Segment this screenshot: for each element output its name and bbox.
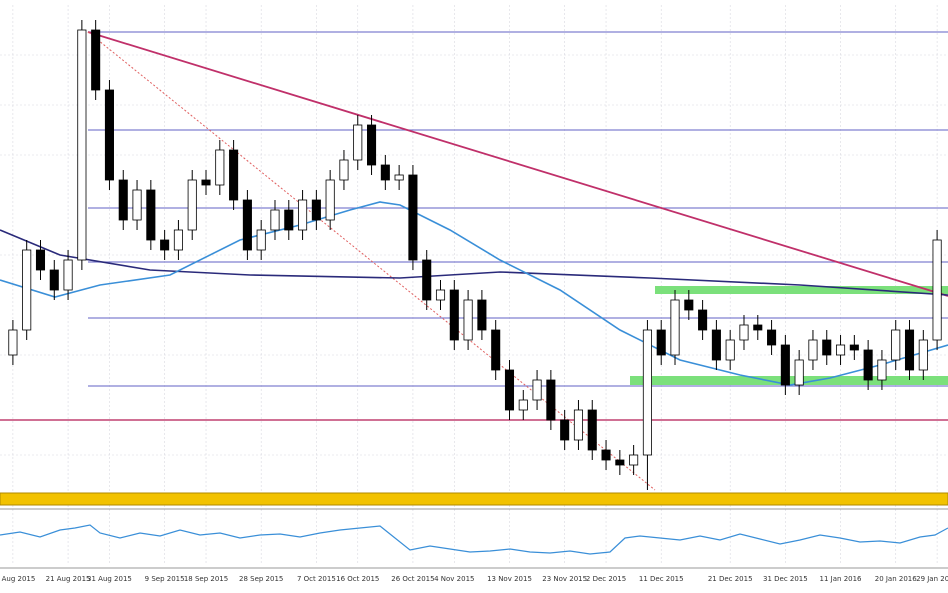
candle-body	[477, 299, 487, 331]
candle-body	[504, 369, 515, 411]
candle-body	[587, 409, 597, 451]
candle-body	[394, 174, 404, 181]
candle-body	[615, 459, 625, 466]
candle-body	[339, 159, 349, 181]
range-band	[655, 286, 948, 294]
candle-body	[77, 29, 87, 261]
candle-body	[270, 209, 280, 231]
x-tick-label: 13 Nov 2015	[487, 575, 532, 583]
x-tick-label: 11 Dec 2015	[639, 575, 684, 583]
x-tick-label: 18 Sep 2015	[184, 575, 228, 583]
candle-body	[904, 329, 915, 371]
candle-body	[463, 299, 473, 341]
candle-body	[836, 344, 846, 356]
x-tick-label: 23 Nov 2015	[542, 575, 587, 583]
candle-body	[435, 289, 446, 301]
x-tick-label: 31 Aug 2015	[87, 575, 132, 583]
candle-body	[767, 329, 777, 346]
candle-body	[601, 449, 611, 461]
candle-body	[753, 324, 763, 331]
candle-body	[822, 339, 832, 356]
trend-line	[87, 31, 948, 297]
candle-body	[311, 199, 321, 221]
candle-body	[491, 329, 501, 371]
candle-body	[560, 419, 570, 441]
candle-body	[629, 454, 639, 466]
x-tick-label: 13 Aug 2015	[0, 575, 35, 583]
x-tick-label: 7 Oct 2015	[297, 575, 336, 583]
candle-body	[187, 179, 197, 231]
candle-body	[201, 179, 211, 186]
candle-body	[684, 299, 694, 311]
candle-body	[160, 239, 170, 251]
x-tick-label: 26 Oct 2015	[391, 575, 434, 583]
candle-body	[532, 379, 542, 401]
candle-body	[656, 329, 666, 356]
candle-body	[132, 189, 142, 221]
candle-body	[725, 339, 735, 361]
x-tick-label: 9 Sep 2015	[145, 575, 185, 583]
x-tick-label: 20 Jan 2016	[875, 575, 918, 583]
candle-body	[229, 149, 239, 201]
candle-body	[242, 199, 252, 251]
candle-body	[146, 189, 156, 241]
candle-body	[298, 199, 308, 231]
x-tick-label: 21 Dec 2015	[708, 575, 753, 583]
x-tick-label: 4 Nov 2015	[434, 575, 474, 583]
candle-body	[518, 399, 528, 411]
candle-body	[325, 179, 335, 221]
candle-body	[353, 124, 363, 161]
support-zone	[0, 492, 948, 506]
candles	[8, 20, 942, 490]
candle-body	[918, 339, 928, 371]
x-tick-label: 16 Oct 2015	[336, 575, 379, 583]
candle-body	[367, 124, 377, 166]
x-tick-label: 28 Sep 2015	[239, 575, 283, 583]
candle-body	[932, 239, 942, 341]
candle-body	[849, 344, 859, 351]
candle-body	[380, 164, 390, 181]
x-tick-label: 29 Jan 2016	[916, 575, 948, 583]
x-tick-label: 21 Aug 2015	[46, 575, 91, 583]
candle-body	[63, 259, 73, 291]
oscillator	[0, 524, 948, 555]
candle-body	[739, 324, 749, 341]
candle-body	[408, 174, 418, 261]
candle-body	[91, 29, 101, 91]
candle-body	[698, 309, 708, 331]
candle-body	[8, 329, 18, 356]
candle-body	[546, 379, 556, 421]
x-tick-label: 31 Dec 2015	[763, 575, 808, 583]
candle-body	[215, 149, 225, 186]
candle-body	[49, 269, 59, 291]
candle-body	[35, 249, 46, 271]
x-tick-label: 2 Dec 2015	[586, 575, 626, 583]
candle-body	[449, 289, 459, 341]
candle-body	[22, 249, 32, 331]
moving-average-fast	[0, 201, 948, 386]
moving-average-slow	[0, 229, 948, 296]
candle-body	[173, 229, 183, 251]
candle-body	[863, 349, 873, 381]
candle-body	[573, 409, 583, 441]
candle-body	[642, 329, 652, 456]
candle-body	[877, 359, 887, 381]
candle-body	[891, 329, 901, 361]
candle-body	[256, 229, 266, 251]
candle-body	[780, 344, 790, 386]
candle-body	[808, 339, 818, 361]
candle-body	[284, 209, 294, 231]
candle-body	[794, 359, 804, 386]
candle-body	[711, 329, 721, 361]
trend-line	[87, 31, 656, 491]
candle-body	[118, 179, 128, 221]
candle-body	[670, 299, 680, 356]
x-tick-label: 11 Jan 2016	[820, 575, 863, 583]
candle-body	[422, 259, 432, 301]
candle-body	[104, 89, 114, 181]
